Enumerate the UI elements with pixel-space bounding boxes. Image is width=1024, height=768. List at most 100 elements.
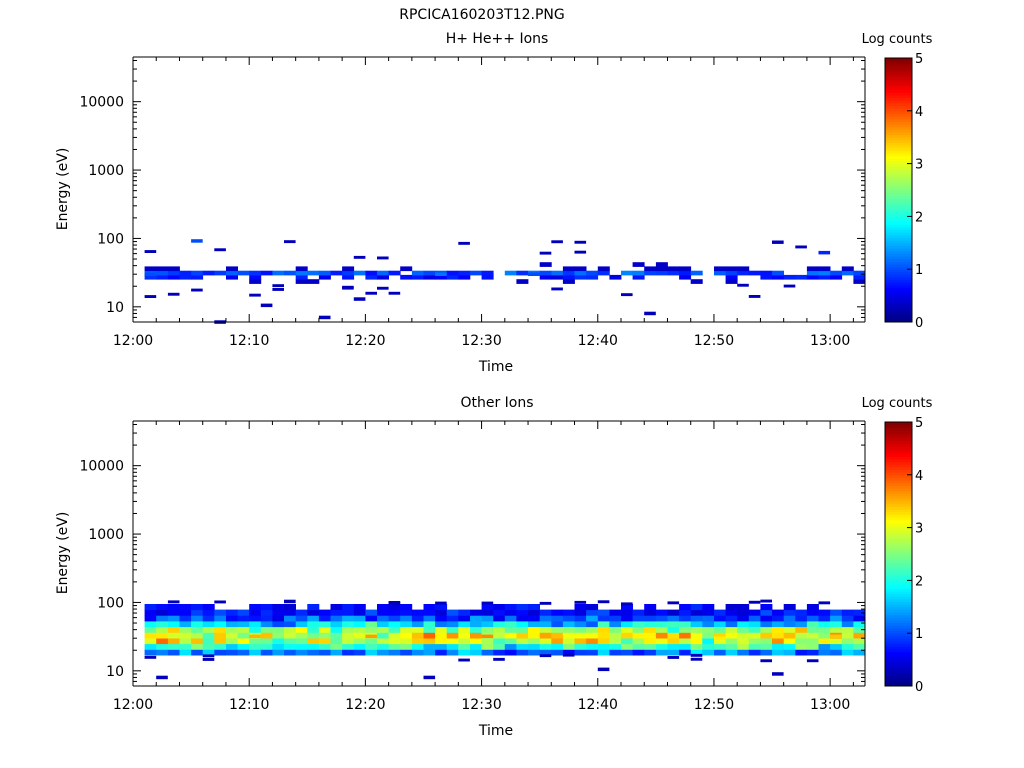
- heatmap-cell: [609, 615, 622, 622]
- heatmap-cell: [191, 274, 204, 280]
- axes: 12:00 12:10 12:20 12:30 12:40 12:50 13:00 10 100…: [79, 56, 866, 349]
- heatmap-cell: [597, 626, 610, 633]
- colorbar-step: [885, 60, 912, 64]
- panel-title: Other Ions: [460, 395, 533, 411]
- heatmap-cell: [725, 626, 738, 633]
- heatmap-cell: [830, 609, 843, 616]
- heatmap-cells: [144, 239, 866, 324]
- colorbar-step: [885, 593, 912, 597]
- heatmap-cell: [295, 274, 308, 280]
- heatmap-cell: [818, 621, 831, 628]
- heatmap-cell: [284, 615, 296, 622]
- heatmap-cell: [202, 621, 215, 628]
- sparse-cell: [144, 655, 157, 659]
- sparse-cell: [667, 601, 680, 605]
- sparse-cell: [388, 291, 401, 295]
- heatmap-cell: [411, 638, 424, 645]
- heatmap-cell: [144, 621, 157, 628]
- x-tick-label: 12:30: [461, 697, 501, 713]
- heatmap-cell: [179, 638, 192, 645]
- colorbar-step: [885, 229, 912, 233]
- heatmap-cell: [806, 266, 819, 272]
- colorbar-tick-label: 0: [915, 316, 923, 331]
- heatmap-cell: [411, 626, 424, 633]
- heatmap-cell: [632, 626, 645, 633]
- heatmap-cell: [574, 632, 587, 639]
- colorbar-step: [885, 617, 912, 621]
- heatmap-cell: [167, 626, 180, 633]
- heatmap-cell: [528, 638, 540, 645]
- heatmap-cell: [260, 626, 273, 633]
- sparse-cell: [760, 599, 772, 603]
- heatmap-cell: [586, 649, 599, 656]
- heatmap-cell: [295, 266, 308, 272]
- panel-other-ions: Other Ions 12:00 12:10 12:20 12:30 12:40 12:5…: [55, 395, 933, 739]
- heatmap-cell: [191, 643, 204, 650]
- heatmap-cell: [562, 621, 575, 628]
- colorbar-step: [885, 248, 912, 252]
- heatmap-cell: [458, 649, 471, 656]
- heatmap-cell: [330, 643, 343, 650]
- panel-title: H+ He++ Ions: [446, 31, 549, 47]
- x-tick-label: 12:50: [694, 333, 734, 349]
- heatmap-cell: [423, 274, 436, 280]
- heatmap-cell: [702, 621, 715, 628]
- sparse-cell: [783, 284, 796, 288]
- heatmap-cell: [214, 626, 227, 633]
- heatmap-cell: [202, 643, 215, 650]
- heatmap-cell: [621, 604, 633, 611]
- heatmap-cell: [795, 274, 808, 280]
- sparse-cell: [342, 286, 354, 290]
- colorbar-step: [885, 572, 912, 576]
- heatmap-cell: [400, 632, 413, 639]
- colorbar-step: [885, 635, 912, 639]
- colorbar-step: [885, 208, 912, 212]
- heatmap-cell: [679, 266, 692, 272]
- heatmap-cell: [249, 643, 262, 650]
- sparse-cell: [481, 601, 494, 605]
- heatmap-cell: [377, 643, 389, 650]
- heatmap-cell: [806, 626, 819, 633]
- heatmap-cell: [504, 621, 517, 628]
- colorbar-step: [885, 266, 912, 270]
- heatmap-cell: [690, 621, 703, 628]
- heatmap-cell: [318, 609, 331, 616]
- colorbar-step: [885, 488, 912, 492]
- sparse-cell: [574, 240, 587, 244]
- heatmap-cell: [772, 649, 784, 656]
- heatmap-cell: [330, 615, 343, 622]
- heatmap-cell: [237, 609, 250, 616]
- heatmap-cell: [318, 649, 331, 656]
- heatmap-cell: [144, 274, 157, 280]
- heatmap-cell: [539, 638, 552, 645]
- heatmap-cell: [795, 615, 808, 622]
- heatmap-cell: [655, 621, 668, 628]
- heatmap-cell: [597, 649, 610, 656]
- heatmap-cell: [690, 279, 703, 284]
- heatmap-cell: [609, 638, 622, 645]
- colorbar-step: [885, 590, 912, 595]
- heatmap-cell: [783, 638, 796, 645]
- data-sample-cell: [423, 675, 436, 680]
- heatmap-cell: [841, 638, 854, 645]
- heatmap-cell: [260, 632, 273, 639]
- heatmap-cell: [760, 615, 773, 622]
- colorbar-step: [885, 176, 912, 180]
- heatmap-cell: [551, 626, 564, 633]
- heatmap-cell: [853, 649, 866, 656]
- heatmap-cell: [330, 270, 343, 276]
- heatmap-cell: [272, 643, 285, 650]
- heatmap-cell: [295, 638, 308, 645]
- colorbar-step: [885, 511, 912, 515]
- y-axis-label: Energy (eV): [55, 148, 71, 231]
- colorbar-step: [885, 263, 912, 268]
- colorbar: 0 1 2 3 4 5: [884, 416, 923, 695]
- heatmap-cell: [295, 626, 308, 633]
- heatmap-cell: [307, 632, 320, 639]
- heatmap-cell: [667, 266, 680, 272]
- colorbar-step: [885, 163, 912, 167]
- colorbar-step: [885, 126, 912, 130]
- heatmap-cell: [632, 638, 645, 645]
- heatmap-cell: [690, 643, 703, 650]
